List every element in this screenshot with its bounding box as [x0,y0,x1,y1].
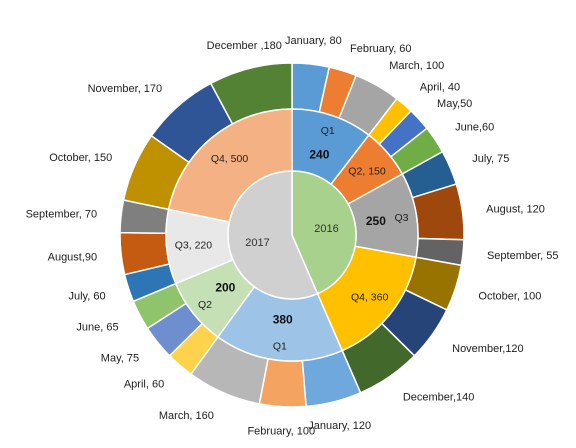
month-label-2016-september: September, 55 [487,250,559,262]
month-label-2017-december: December ,180 [207,40,282,52]
quarter-label-2016-q2: Q2, 150 [348,165,386,177]
month-label-2016-june: June,60 [455,121,494,133]
month-label-2016-july: July, 75 [472,153,509,165]
month-label-2016-january: January, 80 [285,35,342,47]
month-label-2016-october: October, 100 [478,291,541,303]
month-label-2017-july: July, 60 [68,291,105,303]
quarter-label-2017-q4: Q4, 500 [211,153,249,165]
quarter-label-2016-q4: Q4, 360 [351,291,389,303]
month-label-2016-august: August, 120 [486,203,545,215]
year-ring [227,170,357,300]
quarter-total-2017-q2: 200 [215,281,235,295]
month-label-2016-november: November,120 [452,343,524,355]
month-label-2017-october: October, 150 [49,152,112,164]
quarter-label-2017-q3: Q3, 220 [175,239,213,251]
month-label-2017-january: January, 120 [308,420,371,432]
month-label-2016-february: February, 60 [350,43,412,55]
month-label-2017-september: September, 70 [26,209,98,221]
quarter-total-2016-q1: 240 [309,148,329,162]
month-label-2016-december: December,140 [403,392,475,404]
year-label-2016: 2016 [314,223,338,235]
year-slice-2017 [227,170,319,300]
quarter-total-2016-q3: 250 [366,214,386,228]
month-label-2017-march: March, 160 [159,410,214,422]
year-slice-2016 [291,170,357,295]
month-ring [119,62,465,408]
quarter-label-2017-q2: Q2 [198,299,212,311]
chart-labels: 2016 Q1 240 January, 80 February, 60 March, 1… [26,35,559,438]
month-label-2017-august: August,90 [48,251,98,263]
month-label-2017-june: June, 65 [76,321,118,333]
month-label-2017-november: November, 170 [88,83,163,95]
month-label-2016-april: April, 40 [420,81,460,93]
quarter-label-2016-q3: Q3 [395,212,409,224]
quarter-label-2016-q1: Q1 [321,125,335,137]
quarter-label-2017-q1: Q1 [273,340,287,352]
month-label-2017-april: April, 60 [124,379,164,391]
month-label-2017-may: May, 75 [101,353,139,365]
year-label-2017: 2017 [245,237,269,249]
month-label-2016-march: March, 100 [389,60,444,72]
month-label-2017-february: February, 100 [247,426,315,438]
quarter-ring [165,108,419,362]
month-label-2016-may: May,50 [437,98,472,110]
quarter-total-2017-q1: 380 [273,312,293,326]
